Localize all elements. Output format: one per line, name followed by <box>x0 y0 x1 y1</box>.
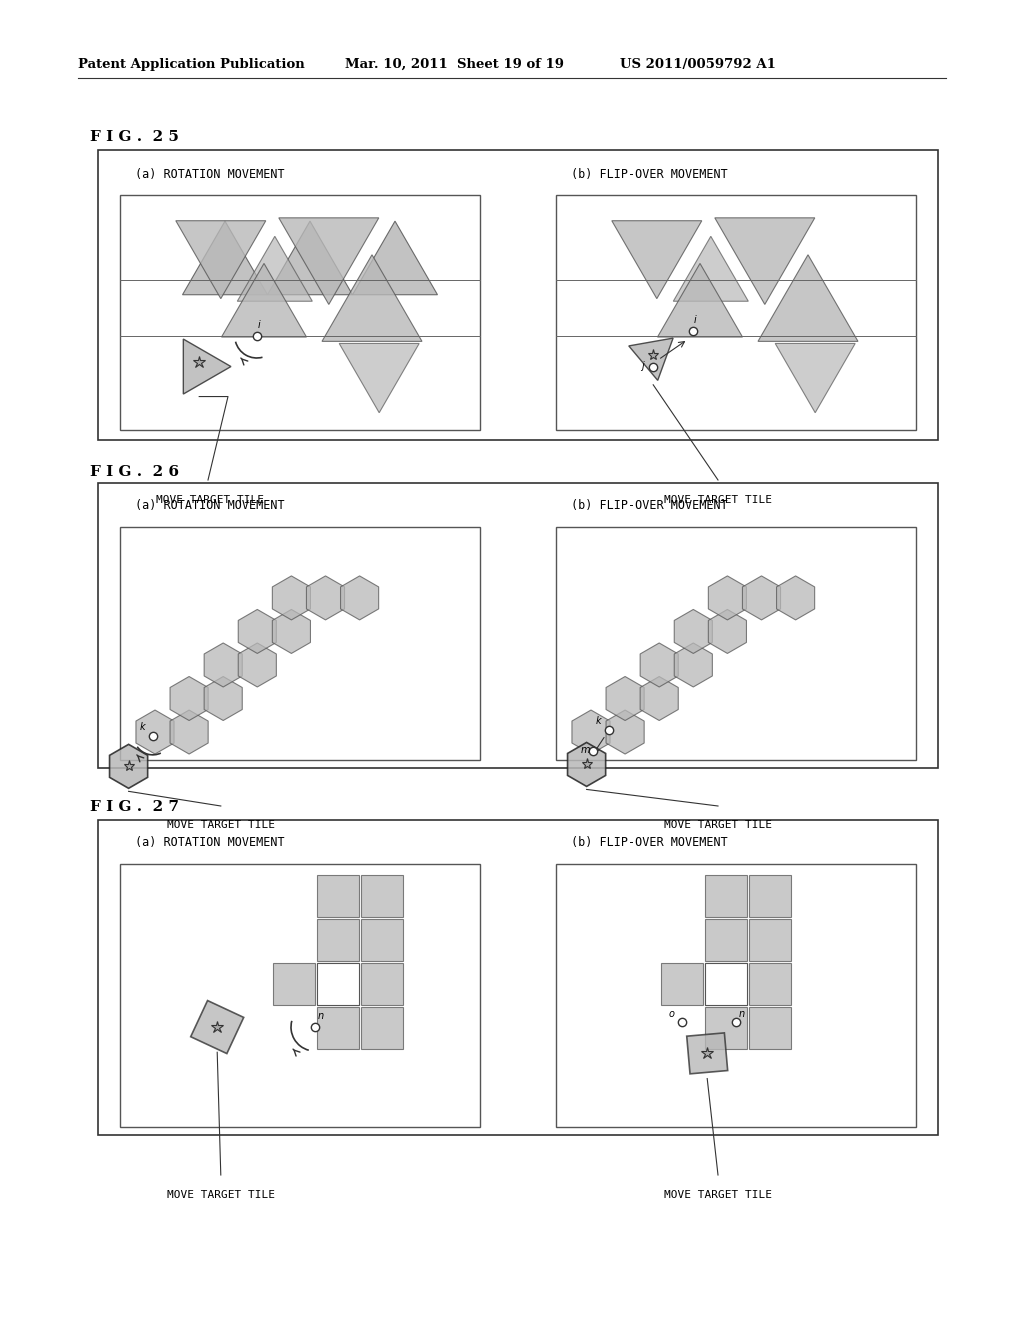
Polygon shape <box>204 677 243 721</box>
Bar <box>749 875 791 916</box>
Text: o: o <box>669 1008 675 1019</box>
Text: j: j <box>641 360 644 371</box>
Bar <box>705 875 746 916</box>
Bar <box>749 962 791 1005</box>
Bar <box>317 919 359 961</box>
Text: (a) ROTATION MOVEMENT: (a) ROTATION MOVEMENT <box>135 168 285 181</box>
Bar <box>120 195 480 430</box>
Text: MOVE TARGET TILE: MOVE TARGET TILE <box>664 495 772 506</box>
Polygon shape <box>322 255 422 342</box>
Bar <box>317 1007 359 1048</box>
Polygon shape <box>640 677 678 721</box>
Text: m: m <box>581 744 590 755</box>
Polygon shape <box>572 710 610 754</box>
Polygon shape <box>170 677 208 721</box>
Bar <box>662 962 703 1005</box>
Text: i: i <box>694 315 696 325</box>
Text: MOVE TARGET TILE: MOVE TARGET TILE <box>156 495 264 506</box>
Polygon shape <box>176 220 266 298</box>
Bar <box>98 820 938 1135</box>
Polygon shape <box>629 338 673 380</box>
Text: Mar. 10, 2011  Sheet 19 of 19: Mar. 10, 2011 Sheet 19 of 19 <box>345 58 564 71</box>
Text: n: n <box>739 1008 745 1019</box>
Text: MOVE TARGET TILE: MOVE TARGET TILE <box>167 820 274 830</box>
Text: (a) ROTATION MOVEMENT: (a) ROTATION MOVEMENT <box>135 499 285 512</box>
Polygon shape <box>204 643 243 686</box>
Text: (b) FLIP-OVER MOVEMENT: (b) FLIP-OVER MOVEMENT <box>571 499 728 512</box>
Polygon shape <box>182 222 267 294</box>
Text: n: n <box>318 1011 325 1022</box>
Polygon shape <box>606 710 644 754</box>
Polygon shape <box>136 710 174 754</box>
Text: k: k <box>140 722 145 731</box>
Text: (b) FLIP-OVER MOVEMENT: (b) FLIP-OVER MOVEMENT <box>571 836 728 849</box>
Bar <box>556 865 916 1127</box>
Bar <box>120 527 480 760</box>
Polygon shape <box>238 236 312 301</box>
Text: i: i <box>258 319 260 330</box>
Bar <box>361 875 403 916</box>
Polygon shape <box>758 255 858 342</box>
Text: MOVE TARGET TILE: MOVE TARGET TILE <box>664 1191 772 1200</box>
Polygon shape <box>341 576 379 620</box>
Bar <box>705 962 746 1005</box>
Polygon shape <box>687 1032 728 1074</box>
Polygon shape <box>170 710 208 754</box>
Polygon shape <box>110 744 147 788</box>
Text: F I G .  2 5: F I G . 2 5 <box>90 129 179 144</box>
Polygon shape <box>640 643 678 686</box>
Text: k: k <box>596 717 601 726</box>
Text: F I G .  2 6: F I G . 2 6 <box>90 465 179 479</box>
Bar <box>556 195 916 430</box>
Text: Patent Application Publication: Patent Application Publication <box>78 58 305 71</box>
Text: F I G .  2 7: F I G . 2 7 <box>90 800 179 814</box>
Text: MOVE TARGET TILE: MOVE TARGET TILE <box>167 1191 274 1200</box>
Bar <box>749 1007 791 1048</box>
Bar <box>317 875 359 916</box>
Polygon shape <box>674 610 713 653</box>
Polygon shape <box>611 220 701 298</box>
Polygon shape <box>709 610 746 653</box>
Polygon shape <box>279 218 379 305</box>
Bar <box>705 919 746 961</box>
Bar <box>317 962 359 1005</box>
Text: US 2011/0059792 A1: US 2011/0059792 A1 <box>620 58 776 71</box>
Bar <box>98 150 938 440</box>
Polygon shape <box>352 222 437 294</box>
Polygon shape <box>606 677 644 721</box>
Polygon shape <box>306 576 344 620</box>
Polygon shape <box>239 643 276 686</box>
Bar <box>120 865 480 1127</box>
Text: MOVE TARGET TILE: MOVE TARGET TILE <box>664 820 772 830</box>
Polygon shape <box>221 264 306 337</box>
Bar <box>317 962 359 1005</box>
Polygon shape <box>267 222 352 294</box>
Polygon shape <box>674 643 713 686</box>
Polygon shape <box>742 576 780 620</box>
Polygon shape <box>239 610 276 653</box>
Polygon shape <box>657 264 742 337</box>
Polygon shape <box>272 610 310 653</box>
Bar <box>361 962 403 1005</box>
Polygon shape <box>567 742 605 787</box>
Polygon shape <box>709 576 746 620</box>
Bar <box>273 962 315 1005</box>
Bar <box>705 962 746 1005</box>
Bar <box>749 919 791 961</box>
Polygon shape <box>183 339 231 395</box>
Polygon shape <box>674 236 749 301</box>
Polygon shape <box>190 1001 244 1053</box>
Bar <box>361 1007 403 1048</box>
Bar <box>98 483 938 768</box>
Text: (b) FLIP-OVER MOVEMENT: (b) FLIP-OVER MOVEMENT <box>571 168 728 181</box>
Bar <box>705 1007 746 1048</box>
Polygon shape <box>272 576 310 620</box>
Bar <box>361 919 403 961</box>
Bar <box>556 527 916 760</box>
Polygon shape <box>775 343 855 413</box>
Polygon shape <box>715 218 815 305</box>
Text: (a) ROTATION MOVEMENT: (a) ROTATION MOVEMENT <box>135 836 285 849</box>
Polygon shape <box>776 576 815 620</box>
Polygon shape <box>339 343 419 413</box>
